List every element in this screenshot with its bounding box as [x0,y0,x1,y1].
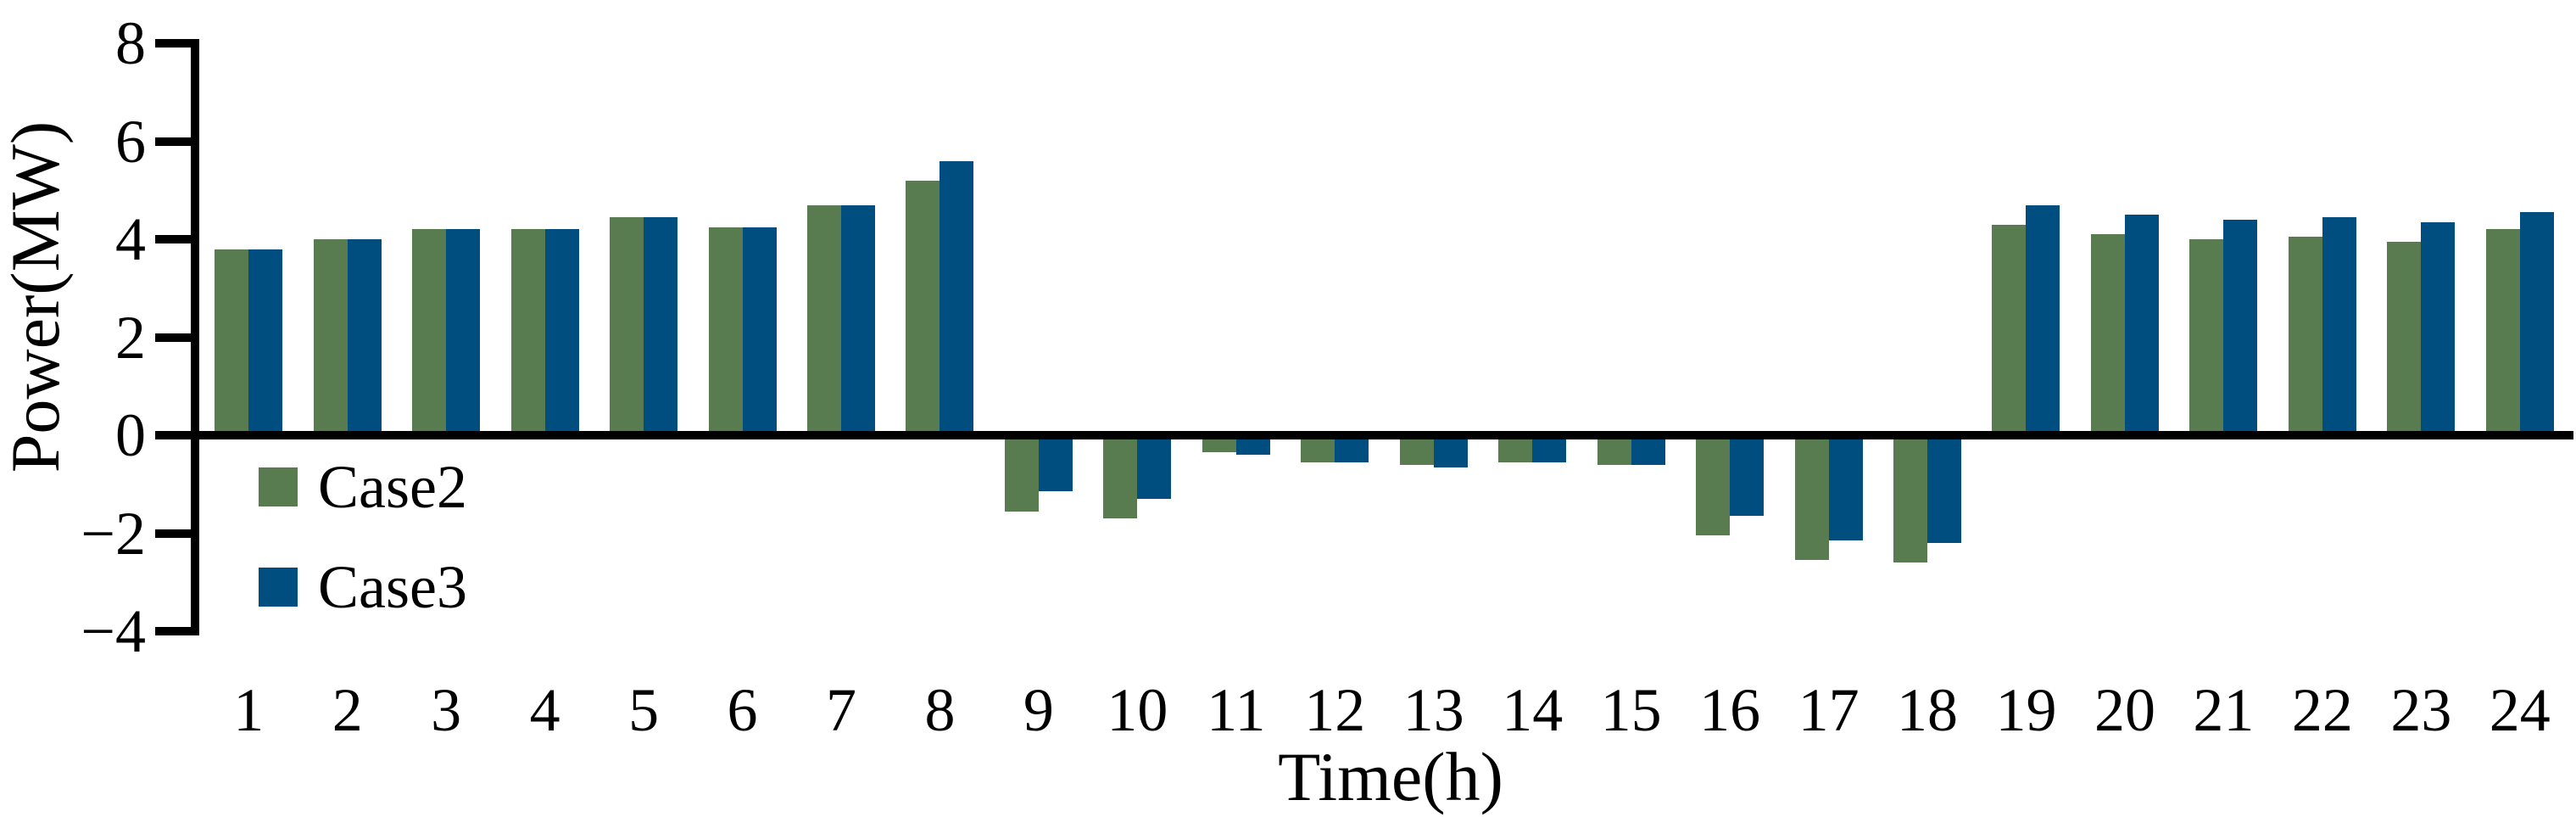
x-tick-label-4: 4 [529,676,560,744]
x-tick-label-1: 1 [233,676,265,744]
bar-case2-hour-23 [2387,241,2422,435]
x-tick-label-18: 18 [1897,676,1959,744]
bar-case2-hour-18 [1893,435,1928,563]
x-tick-label-16: 16 [1699,676,1761,744]
legend: Case2 Case3 [259,452,467,622]
y-tick-label-6: 6 [115,107,146,176]
bar-case3-hour-4 [544,229,579,435]
x-tick-label-19: 19 [1995,676,2057,744]
bar-case2-hour-14 [1498,435,1533,462]
bar-case2-hour-3 [412,229,447,435]
x-tick-label-12: 12 [1304,676,1366,744]
bar-case2-hour-15 [1597,435,1631,465]
y-tick-−2 [155,529,191,538]
bar-case2-hour-6 [708,227,743,435]
y-tick-2 [155,333,191,342]
bar-case2-hour-19 [1992,224,2027,435]
bar-case3-hour-11 [1235,435,1270,456]
y-tick-0 [155,431,191,439]
y-tick-8 [155,39,191,48]
bar-case3-hour-3 [446,229,481,435]
bar-case3-hour-13 [1433,435,1468,467]
y-tick-−4 [155,627,191,635]
x-tick-label-6: 6 [727,676,758,744]
y-tick-label-0: 0 [115,401,146,469]
y-tick-label-8: 8 [115,9,146,77]
x-tick-label-23: 23 [2390,676,2452,744]
x-tick-label-11: 11 [1207,676,1266,744]
case2-swatch-icon [259,467,298,506]
bar-case3-hour-10 [1137,435,1172,500]
legend-item-case2: Case2 [259,452,467,522]
bar-case3-hour-1 [248,249,283,435]
y-tick-label-−4: −4 [81,597,146,665]
y-tick-6 [155,137,191,146]
bar-case3-hour-12 [1335,435,1369,462]
y-tick-label-4: 4 [115,205,146,273]
bar-case2-hour-8 [906,180,940,435]
bar-case3-hour-24 [2519,212,2554,435]
bar-case3-hour-23 [2421,221,2456,435]
bar-case2-hour-24 [2485,229,2520,435]
x-tick-label-5: 5 [628,676,660,744]
bar-case3-hour-17 [1828,435,1863,541]
bar-case3-hour-9 [1038,435,1073,492]
bar-case2-hour-21 [2189,239,2224,435]
x-tick-label-13: 13 [1402,676,1464,744]
bar-case3-hour-19 [2026,204,2060,435]
y-axis-line [191,39,199,635]
x-tick-label-7: 7 [825,676,856,744]
x-tick-label-20: 20 [2094,676,2155,744]
x-tick-label-2: 2 [332,676,363,744]
bar-case2-hour-12 [1301,435,1335,462]
x-tick-label-14: 14 [1502,676,1564,744]
bar-case3-hour-18 [1927,435,1962,544]
bar-case2-hour-17 [1794,435,1829,561]
bar-case2-hour-1 [215,249,249,435]
bar-case3-hour-6 [742,227,777,435]
x-tick-label-3: 3 [431,676,462,744]
bar-case3-hour-8 [940,160,974,435]
bar-case3-hour-21 [2223,219,2258,435]
x-tick-label-15: 15 [1600,676,1662,744]
x-axis-zero-line [191,431,2573,439]
y-tick-label-−2: −2 [81,499,146,568]
y-tick-label-2: 2 [115,303,146,372]
bar-case2-hour-10 [1103,435,1138,519]
bar-case3-hour-7 [840,204,875,435]
bar-case2-hour-11 [1202,435,1236,453]
bar-case2-hour-20 [2090,234,2125,435]
bar-case2-hour-5 [610,217,644,435]
x-tick-label-9: 9 [1023,676,1054,744]
bar-case3-hour-2 [347,239,382,435]
y-tick-4 [155,235,191,243]
legend-item-case3: Case3 [259,552,467,622]
bar-case3-hour-20 [2124,215,2159,435]
bar-case2-hour-9 [1004,435,1039,512]
bar-case3-hour-5 [644,217,678,435]
bar-case2-hour-13 [1399,435,1434,465]
bar-case2-hour-7 [806,204,841,435]
x-tick-label-8: 8 [924,676,956,744]
x-axis-title: Time(h) [1278,738,1503,815]
legend-label-case2: Case2 [318,453,467,521]
bar-case3-hour-14 [1532,435,1567,462]
bar-case2-hour-22 [2288,237,2322,435]
x-tick-label-24: 24 [2489,676,2551,744]
legend-label-case3: Case3 [318,553,467,621]
x-tick-label-22: 22 [2291,676,2353,744]
case3-swatch-icon [259,568,298,607]
bar-case3-hour-16 [1730,435,1765,517]
x-tick-label-17: 17 [1798,676,1860,744]
x-tick-label-10: 10 [1107,676,1168,744]
bar-case3-hour-15 [1631,435,1665,465]
bar-case3-hour-22 [2322,217,2356,435]
bar-case2-hour-4 [510,229,545,435]
x-tick-label-21: 21 [2193,676,2255,744]
bar-case2-hour-2 [313,239,348,435]
bar-case2-hour-16 [1696,435,1731,536]
